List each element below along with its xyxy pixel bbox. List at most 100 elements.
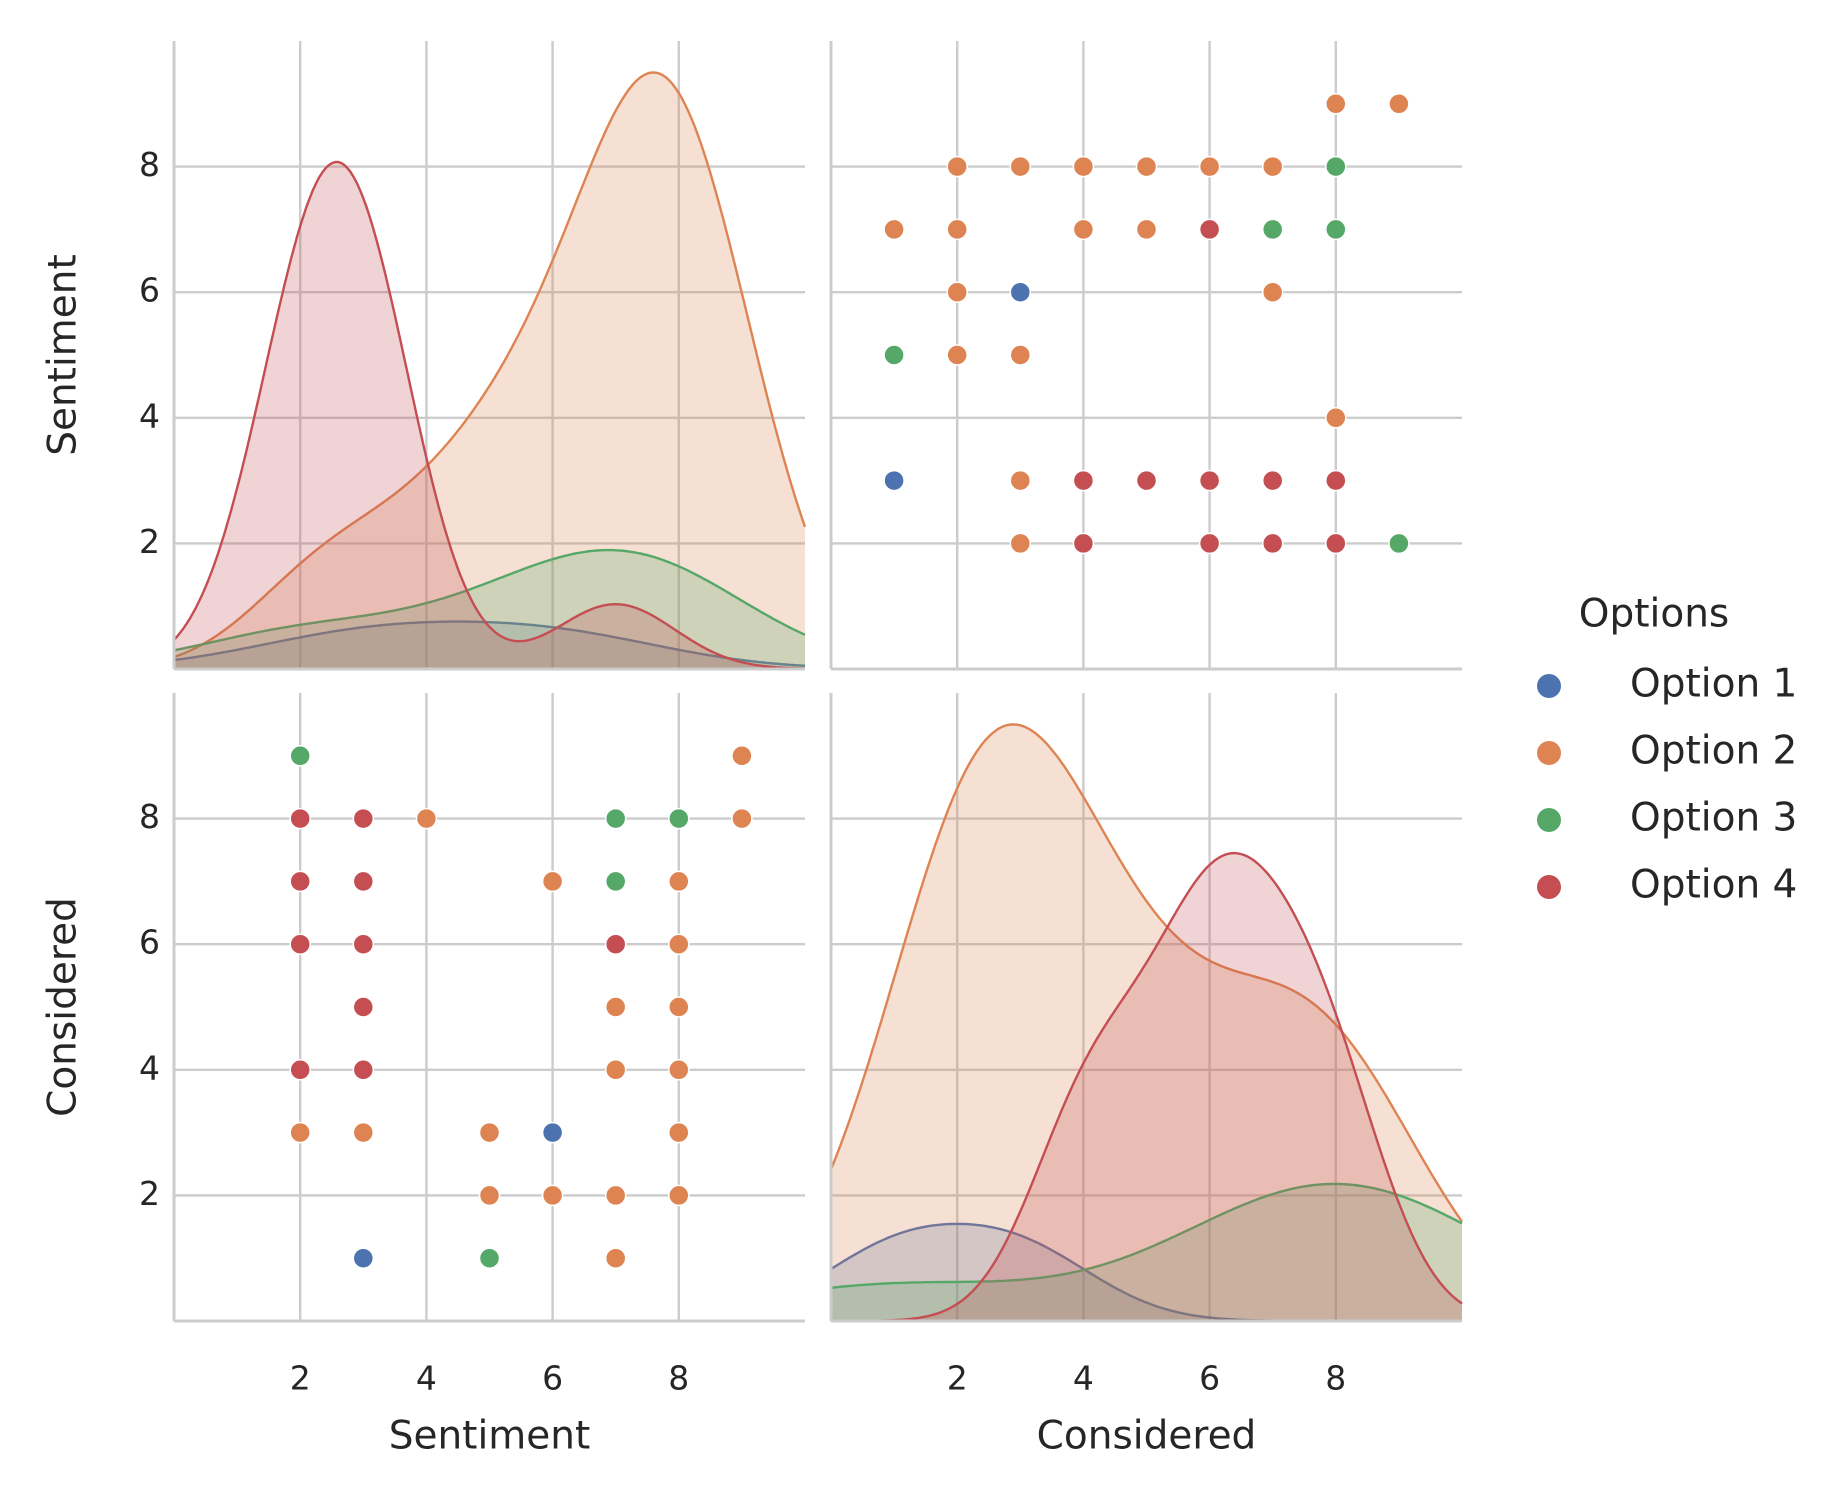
- point: [668, 1059, 690, 1081]
- x-tick-label: 6: [542, 1359, 563, 1398]
- point: [946, 344, 968, 366]
- point: [668, 807, 690, 830]
- point: [1261, 532, 1284, 555]
- legend-marker: [1537, 741, 1561, 765]
- point: [604, 996, 627, 1018]
- point: [478, 1121, 501, 1144]
- point: [478, 1247, 501, 1269]
- y-tick-label: 6: [139, 271, 160, 310]
- kde-area: [831, 1183, 1462, 1321]
- x-tick-label: 8: [1325, 1359, 1346, 1398]
- point: [946, 155, 968, 178]
- kde-line: [829, 723, 1463, 1223]
- x-tick-label: 6: [1199, 1359, 1220, 1398]
- point: [289, 870, 311, 893]
- x-axis-label: Considered: [1037, 1414, 1257, 1459]
- x-tick-label: 4: [1073, 1359, 1094, 1398]
- y-tick-label: 2: [139, 1174, 160, 1213]
- point: [289, 745, 311, 767]
- point: [289, 807, 311, 830]
- kde-area: [174, 621, 805, 669]
- point: [1135, 218, 1158, 241]
- point: [1009, 469, 1032, 492]
- point: [604, 807, 627, 830]
- point: [946, 218, 968, 241]
- point: [1261, 218, 1284, 241]
- point: [668, 1184, 690, 1207]
- point: [1198, 155, 1221, 178]
- point: [352, 1059, 375, 1081]
- y-tick-label: 8: [139, 145, 160, 184]
- point: [1325, 218, 1347, 241]
- legend-marker: [1537, 808, 1561, 832]
- kde-line: [830, 1182, 1463, 1289]
- point: [352, 933, 375, 955]
- x-tick-label: 2: [947, 1359, 968, 1398]
- point: [1072, 155, 1095, 178]
- point: [541, 870, 564, 893]
- kde-area: [831, 1223, 1462, 1321]
- panel: [829, 41, 1462, 671]
- kde-line: [831, 851, 1463, 1323]
- x-axis-label: Sentiment: [389, 1414, 591, 1459]
- point: [1198, 532, 1221, 555]
- point: [1388, 93, 1410, 115]
- point: [289, 1059, 311, 1081]
- point: [1009, 344, 1032, 366]
- kde-area: [174, 162, 805, 669]
- legend-label: Option 1: [1630, 662, 1797, 707]
- kde-area: [831, 853, 1462, 1321]
- point: [604, 933, 627, 955]
- point: [541, 1184, 564, 1207]
- point: [668, 1121, 690, 1144]
- point: [1009, 281, 1032, 303]
- kde-line: [173, 548, 806, 652]
- point: [883, 218, 905, 241]
- legend-marker: [1537, 875, 1561, 899]
- x-tick-label: 4: [416, 1359, 437, 1398]
- point: [352, 1121, 375, 1144]
- point: [883, 469, 905, 492]
- y-tick-label: 8: [139, 797, 160, 836]
- point: [1325, 469, 1347, 492]
- point: [1009, 532, 1032, 555]
- y-tick-label: 2: [139, 522, 160, 561]
- point: [1198, 218, 1221, 241]
- point: [946, 281, 968, 303]
- point: [289, 933, 311, 955]
- point: [1072, 469, 1095, 492]
- kde-area: [174, 72, 805, 669]
- point: [1388, 532, 1410, 555]
- kde-line: [173, 71, 807, 659]
- panel: [829, 693, 1463, 1323]
- point: [289, 1121, 311, 1144]
- point: [731, 807, 753, 830]
- point: [1261, 281, 1284, 303]
- point: [1198, 469, 1221, 492]
- x-tick-label: 2: [290, 1359, 311, 1398]
- legend-label: Option 2: [1630, 729, 1797, 774]
- panel: [172, 693, 805, 1323]
- point: [1325, 93, 1347, 115]
- legend-title: Options: [1579, 592, 1729, 637]
- kde-area: [174, 550, 805, 669]
- point: [1135, 155, 1158, 178]
- point: [352, 1247, 375, 1269]
- point: [541, 1121, 564, 1144]
- point: [352, 870, 375, 893]
- point: [883, 344, 905, 366]
- point: [1325, 155, 1347, 178]
- point: [604, 1247, 627, 1269]
- point: [604, 1059, 627, 1081]
- x-tick-label: 8: [668, 1359, 689, 1398]
- y-axis-label: Considered: [41, 897, 86, 1117]
- point: [1325, 407, 1347, 429]
- point: [1261, 155, 1284, 178]
- kde-area: [831, 724, 1462, 1321]
- point: [604, 870, 627, 893]
- point: [1009, 155, 1032, 178]
- point: [668, 933, 690, 955]
- kde-line: [173, 620, 806, 667]
- point: [731, 745, 753, 767]
